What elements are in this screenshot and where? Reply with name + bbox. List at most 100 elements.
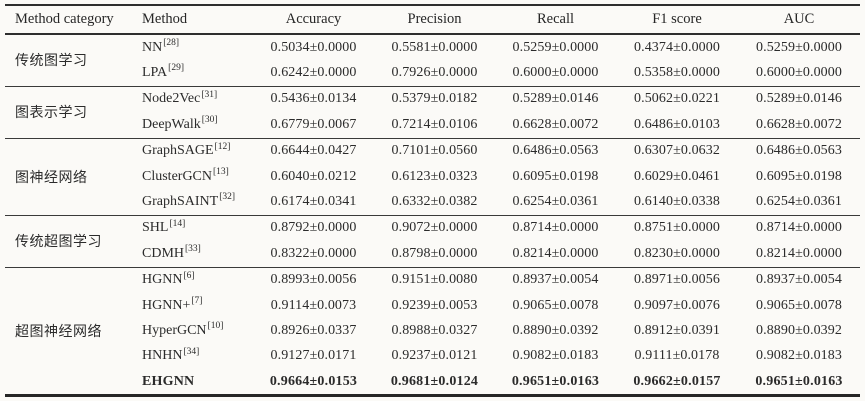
method-cell: HNHN[34] [137,344,253,369]
accuracy-value-cell: 0.9664±0.0153 [269,373,358,389]
citation-ref: [7] [191,295,203,306]
precision-value-cell: 0.5581±0.0000 [374,33,495,61]
precision-value-cell: 0.5379±0.0182 [374,85,495,113]
method-name: LPA [142,65,168,81]
method-name: DeepWalk [142,116,201,132]
method-name: HyperGCN [142,322,207,338]
auc-value-cell: 0.9651±0.0163 [755,373,843,389]
method-cell: HGNN[6] [137,266,253,293]
method-cell: LPA[29] [137,60,253,86]
precision-value-cell: 0.7101±0.0560 [374,137,495,164]
table-row: 传统图学习 NN[28] 0.5034±0.0000 0.5581±0.0000 0.5… [5,33,860,87]
table-row: HGNN+[7] 0.9114±0.0073 0.9239±0.0053 0.9065… [5,293,860,318]
precision-value-cell: 0.7214±0.0106 [391,116,478,132]
results-table: Method category Method Accuracy Precisio… [5,4,860,398]
f1-score-value-cell: 0.5358±0.0000 [634,65,720,81]
results-table-body: 传统图学习 NN[28] 0.5034±0.0000 0.5581±0.0000 0.5… [5,33,860,396]
method-cell: SHL[14] [137,214,253,242]
f1-score-value-cell: 0.9097±0.0076 [634,297,720,313]
table-row: 图神经网络 GraphSAGE[12] 0.6644±0.0427 0.7101±0.… [5,137,860,216]
recall-value-cell: 0.5259±0.0000 [495,33,616,61]
auc-value-cell: 0.6000±0.0000 [756,65,842,81]
citation-ref: [34] [183,346,200,357]
col-header-f1-score: F1 score [616,5,738,35]
f1-score-value-cell: 0.8230±0.0000 [634,245,720,261]
citation-ref: [14] [169,218,186,229]
auc-value-cell: 0.9082±0.0183 [756,348,842,364]
method-cell: GraphSAGE[12] [137,137,253,164]
method-category-cell: 传统超图学习 [5,214,137,268]
citation-ref: [30] [201,115,218,126]
precision-value-cell: 0.9239±0.0053 [391,297,478,313]
table-row: LPA[29] 0.6242±0.0000 0.7926±0.0000 0.6000±… [5,60,860,86]
precision-value-cell: 0.8798±0.0000 [391,245,478,261]
recall-value-cell: 0.8890±0.0392 [512,322,599,338]
method-cell: HyperGCN[10] [137,318,253,343]
method-cell: NN[28] [137,33,253,61]
accuracy-value-cell: 0.6040±0.0212 [270,168,357,184]
f1-score-value-cell: 0.6307±0.0632 [616,137,738,164]
method-cell: GraphSAINT[32] [137,189,253,215]
method-cell: Node2Vec[31] [137,85,253,113]
recall-value-cell: 0.9651±0.0163 [511,373,600,389]
auc-value-cell: 0.5289±0.0146 [738,85,860,113]
method-name: HNHN [142,348,183,364]
citation-ref: [33] [185,244,201,255]
col-header-precision: Precision [374,5,495,35]
f1-score-value-cell: 0.4374±0.0000 [616,33,738,61]
f1-score-value-cell: 0.5062±0.0221 [616,85,738,113]
auc-value-cell: 0.6254±0.0361 [756,194,842,210]
recall-value-cell: 0.6095±0.0198 [512,168,599,184]
accuracy-value-cell: 0.8926±0.0337 [270,322,357,338]
method-cell: DeepWalk[30] [137,112,253,138]
recall-value-cell: 0.6254±0.0361 [512,194,599,210]
recall-value-cell: 0.8937±0.0054 [495,266,616,293]
method-cell: EHGNN [137,369,253,396]
method-name: CDMH [142,245,185,261]
recall-value-cell: 0.9065±0.0078 [512,297,599,313]
col-header-accuracy: Accuracy [253,5,374,35]
auc-value-cell: 0.8214±0.0000 [756,245,842,261]
precision-value-cell: 0.9151±0.0080 [374,266,495,293]
method-cell: ClusterGCN[13] [137,164,253,189]
f1-score-value-cell: 0.8971±0.0056 [616,266,738,293]
recall-value-cell: 0.6628±0.0072 [512,116,599,132]
accuracy-value-cell: 0.8792±0.0000 [253,214,374,242]
auc-value-cell: 0.6628±0.0072 [756,116,842,132]
col-header-method: Method [137,5,253,35]
auc-value-cell: 0.9065±0.0078 [756,297,842,313]
precision-value-cell: 0.7926±0.0000 [391,65,478,81]
f1-score-value-cell: 0.6029±0.0461 [634,168,720,184]
f1-score-value-cell: 0.8912±0.0391 [634,322,720,338]
recall-value-cell: 0.6486±0.0563 [495,137,616,164]
auc-value-cell: 0.8937±0.0054 [738,266,860,293]
auc-value-cell: 0.6486±0.0563 [738,137,860,164]
method-name: SHL [142,220,169,236]
method-category-cell: 图表示学习 [5,85,137,139]
precision-value-cell: 0.9072±0.0000 [374,214,495,242]
accuracy-value-cell: 0.8322±0.0000 [270,245,357,261]
citation-ref: [12] [214,141,231,152]
auc-value-cell: 0.5259±0.0000 [738,33,860,61]
table-row: GraphSAINT[32] 0.6174±0.0341 0.6332±0.0382… [5,189,860,215]
f1-score-value-cell: 0.6486±0.0103 [634,116,720,132]
method-name: Node2Vec [142,91,201,107]
accuracy-value-cell: 0.6242±0.0000 [270,65,357,81]
table-row: 传统超图学习 SHL[14] 0.8792±0.0000 0.9072±0.0000 0… [5,214,860,268]
accuracy-value-cell: 0.9114±0.0073 [270,297,357,313]
f1-score-value-cell: 0.9111±0.0178 [634,348,720,364]
method-name: ClusterGCN [142,168,212,184]
citation-ref: [31] [201,89,218,100]
auc-value-cell: 0.8890±0.0392 [756,322,842,338]
recall-value-cell: 0.6000±0.0000 [512,65,599,81]
recall-value-cell: 0.8214±0.0000 [512,245,599,261]
col-header-recall: Recall [495,5,616,35]
method-category-cell: 超图神经网络 [5,266,137,396]
header-row: Method category Method Accuracy Precisio… [5,5,860,35]
accuracy-value-cell: 0.8993±0.0056 [253,266,374,293]
citation-ref: [6] [183,270,195,281]
f1-score-value-cell: 0.8751±0.0000 [616,214,738,242]
auc-value-cell: 0.6095±0.0198 [756,168,842,184]
accuracy-value-cell: 0.5436±0.0134 [253,85,374,113]
col-header-method-category: Method category [5,5,137,35]
